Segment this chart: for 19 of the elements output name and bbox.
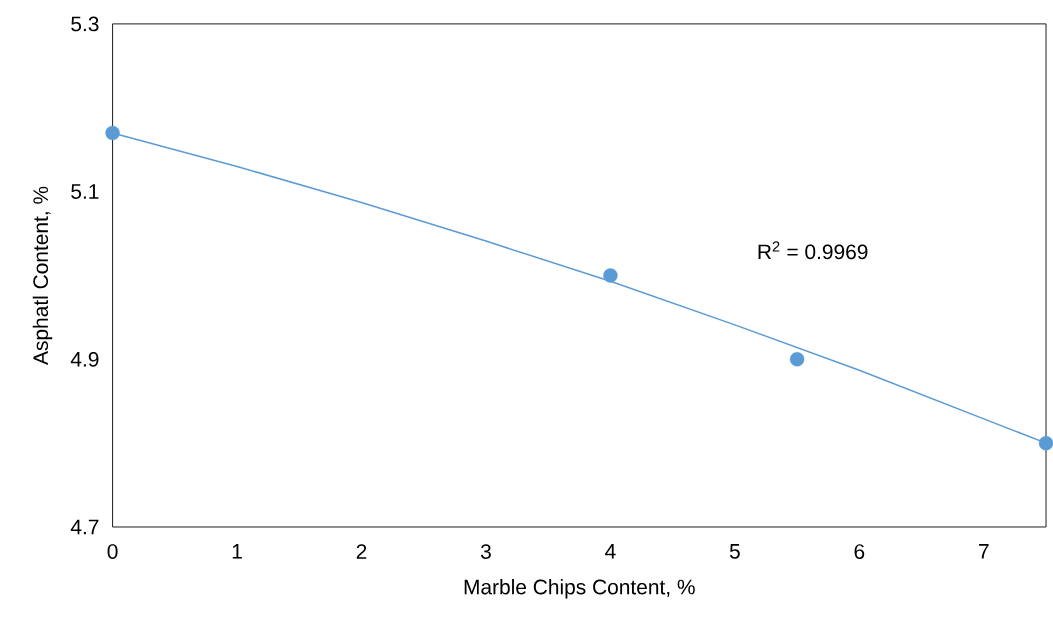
y-tick-label: 4.7 (70, 519, 99, 535)
point (789, 352, 805, 367)
x-tick-label: 7 (979, 544, 989, 559)
y-tick-label: 5.3 (71, 16, 99, 32)
x-tick-label: 4 (605, 544, 616, 559)
x-tick-label: 0 (107, 544, 118, 560)
x-tick-label: 2 (356, 544, 367, 559)
x-tick-label: 6 (854, 544, 865, 560)
x-axis-title: Marble Chips Content, % (464, 579, 695, 599)
annotation: R$^{2}$ = 0.9969 (758, 241, 868, 260)
point (1038, 436, 1053, 451)
x-tick-label: 3 (480, 544, 491, 560)
y-tick-label: 5.1 (71, 184, 99, 200)
point (603, 268, 618, 283)
point (105, 125, 120, 141)
y-axis-title: Asphatl Content, % (32, 186, 53, 366)
y-tick-label: 4.9 (70, 352, 99, 367)
x-tick-label: 5 (729, 544, 740, 559)
x-tick-label: 1 (232, 544, 242, 559)
